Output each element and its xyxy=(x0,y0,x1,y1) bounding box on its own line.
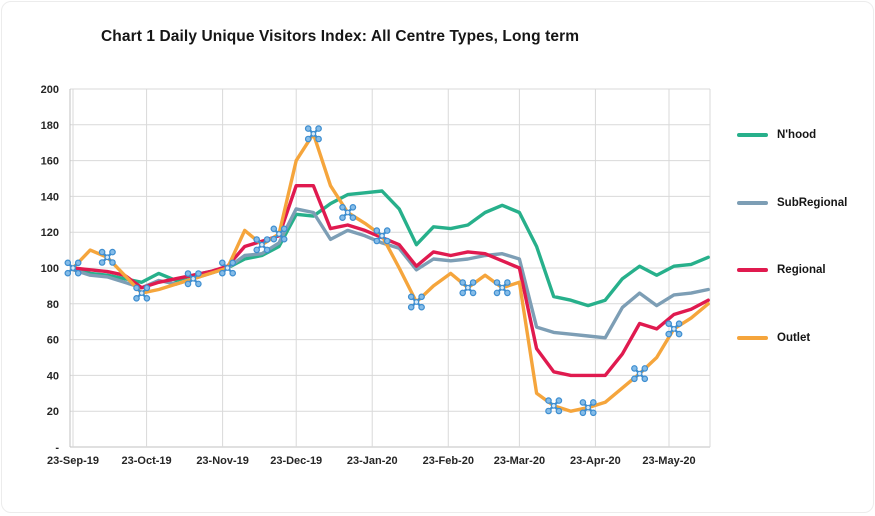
outlet-data-marker xyxy=(98,248,116,266)
legend-item-regional: Regional xyxy=(737,261,826,279)
outlet-data-marker xyxy=(219,259,236,277)
y-tick-label: - xyxy=(55,442,59,454)
legend-swatch xyxy=(737,201,768,205)
y-tick-label: 160 xyxy=(41,156,59,168)
outlet-data-marker xyxy=(184,270,202,288)
x-tick-label: 23-Jan-20 xyxy=(347,455,398,467)
legend-item-outlet: Outlet xyxy=(737,329,810,347)
legend-swatch xyxy=(737,336,768,340)
outlet-data-marker xyxy=(133,284,151,302)
y-tick-label: 180 xyxy=(41,120,59,132)
legend-item-subregional: SubRegional xyxy=(737,194,847,212)
outlet-data-marker xyxy=(631,365,649,383)
outlet-data-marker xyxy=(253,236,271,254)
legend-label: SubRegional xyxy=(777,197,848,209)
y-tick-label: 100 xyxy=(41,263,59,275)
series-line-regional xyxy=(71,183,710,378)
y-tick-label: 40 xyxy=(47,370,59,382)
legend-item-nhood: N'hood xyxy=(737,126,816,144)
y-tick-label: 80 xyxy=(47,299,59,311)
x-tick-label: 23-May-20 xyxy=(642,455,695,467)
outlet-data-marker xyxy=(665,320,683,338)
outlet-data-marker xyxy=(579,399,597,417)
outlet-data-marker xyxy=(64,259,82,277)
series-line-outlet xyxy=(71,132,710,413)
x-tick-label: 23-Oct-19 xyxy=(122,455,172,467)
outlet-data-marker xyxy=(339,204,357,221)
x-tick-label: 23-Sep-19 xyxy=(47,455,99,467)
x-tick-label: 23-Dec-19 xyxy=(270,455,322,467)
outlet-data-marker xyxy=(373,227,391,245)
outlet-data-marker xyxy=(304,125,322,143)
chart-title: Chart 1 Daily Unique Visitors Index: All… xyxy=(101,28,580,45)
grid xyxy=(69,88,711,448)
series-line-subregional xyxy=(71,207,710,340)
y-tick-label: 120 xyxy=(41,227,59,239)
legend-label: Outlet xyxy=(777,332,811,344)
y-tick-label: 60 xyxy=(47,335,59,347)
x-tick-label: 23-Feb-20 xyxy=(423,455,474,467)
y-tick-label: 20 xyxy=(47,406,59,418)
y-tick-label: 200 xyxy=(41,84,59,96)
outlet-data-marker xyxy=(545,397,563,415)
legend-label: N'hood xyxy=(777,129,817,141)
outlet-data-marker xyxy=(270,225,288,243)
y-tick-label: 140 xyxy=(41,191,59,203)
x-tick-label: 23-Nov-19 xyxy=(196,455,249,467)
x-tick-label: 23-Apr-20 xyxy=(570,455,621,467)
x-tick-label: 23-Mar-20 xyxy=(494,455,545,467)
legend-label: Regional xyxy=(777,264,826,276)
outlet-data-marker xyxy=(459,279,477,297)
legend-swatch xyxy=(737,268,768,272)
outlet-data-marker xyxy=(493,279,511,297)
legend-swatch xyxy=(737,133,768,137)
outlet-data-marker xyxy=(407,293,425,311)
